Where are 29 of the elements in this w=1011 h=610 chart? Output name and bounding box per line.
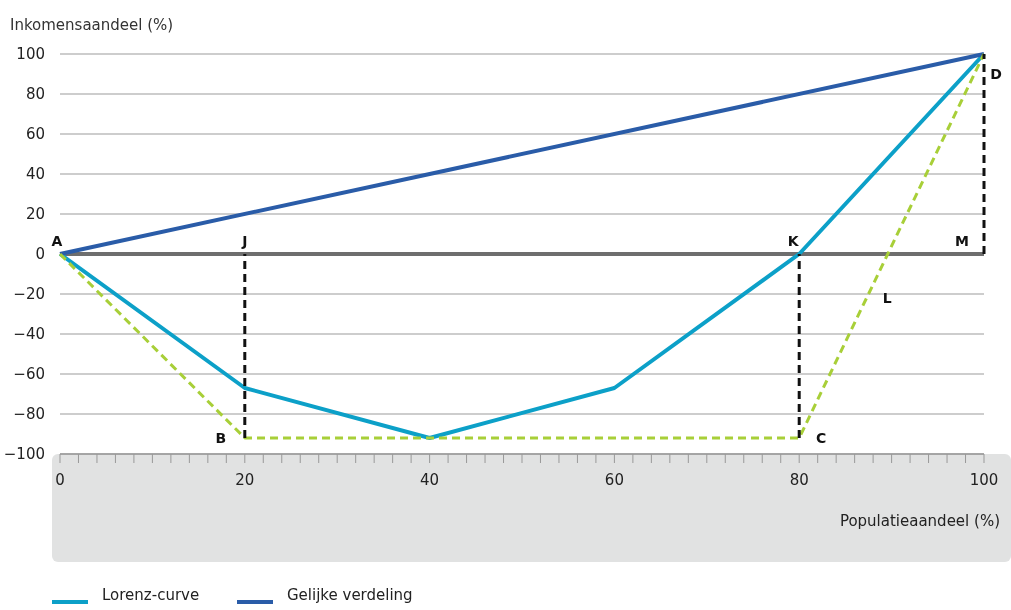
annotation: D xyxy=(990,66,1002,82)
annotation: B xyxy=(215,430,227,446)
x-tick-label: 0 xyxy=(55,471,65,489)
x-tick-label: 40 xyxy=(420,471,440,489)
legend-label: Lorenz-curve xyxy=(102,586,200,604)
y-tick-label: −20 xyxy=(13,285,45,303)
y-tick-label: 80 xyxy=(25,85,45,103)
y-tick-label: 20 xyxy=(25,205,45,223)
y-tick-label: −100 xyxy=(3,445,45,463)
y-tick-label: 100 xyxy=(16,45,45,63)
annotation: J xyxy=(241,233,248,249)
x-tick-label: 80 xyxy=(789,471,809,489)
x-tick-label: 100 xyxy=(969,471,999,489)
annotation: K xyxy=(787,233,800,249)
annotation: L xyxy=(882,290,892,306)
annotation: M xyxy=(955,233,969,249)
annotation: C xyxy=(816,430,827,446)
x-tick-label: 60 xyxy=(604,471,624,489)
y-axis-title: Inkomensaandeel (%) xyxy=(10,16,174,34)
legend-label: Gelijke verdeling xyxy=(287,586,413,604)
x-tick-label: 20 xyxy=(235,471,255,489)
annotation: A xyxy=(51,233,63,249)
y-tick-label: 40 xyxy=(25,165,45,183)
y-tick-label: −40 xyxy=(13,325,45,343)
y-tick-label: −60 xyxy=(13,365,45,383)
x-axis-title: Populatieaandeel (%) xyxy=(839,512,1000,530)
y-tick-label: 0 xyxy=(35,245,45,263)
y-tick-label: −80 xyxy=(13,405,45,423)
y-tick-label: 60 xyxy=(25,125,45,143)
